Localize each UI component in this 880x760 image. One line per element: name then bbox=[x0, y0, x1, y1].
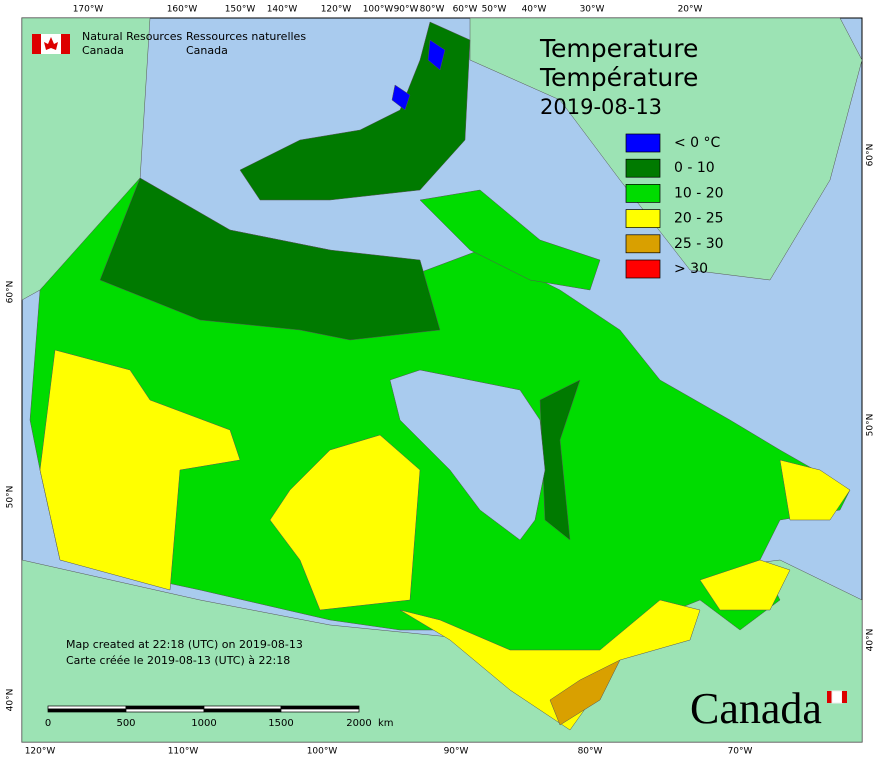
longitude-label: 80°W bbox=[578, 747, 603, 757]
scale-segment bbox=[125, 705, 205, 710]
agency-signature: Natural Resources Canada Ressources natu… bbox=[32, 30, 306, 57]
scale-label: 1500 bbox=[268, 718, 293, 729]
scale-segment bbox=[280, 708, 360, 713]
legend-swatch bbox=[625, 259, 661, 279]
legend-swatch bbox=[625, 133, 661, 153]
scale-segment bbox=[125, 708, 205, 713]
scale-segment bbox=[280, 705, 360, 710]
scale-label: 500 bbox=[116, 718, 135, 729]
longitude-label: 40°W bbox=[522, 5, 547, 15]
longitude-label: 30°W bbox=[580, 5, 605, 15]
agency-en: Natural Resources bbox=[82, 30, 183, 43]
date: 2019-08-13 bbox=[540, 95, 662, 119]
wordmark: Canada bbox=[690, 684, 847, 733]
scale-segment bbox=[47, 708, 127, 713]
scale-segment bbox=[47, 705, 127, 710]
latitude-label: 50°N bbox=[866, 414, 876, 437]
longitude-label: 50°W bbox=[482, 5, 507, 15]
legend-swatch bbox=[625, 234, 661, 254]
longitude-label: 110°W bbox=[168, 747, 199, 757]
longitude-label: 60°W bbox=[453, 5, 478, 15]
scale-segment bbox=[203, 705, 282, 710]
longitude-label: 70°W bbox=[728, 747, 753, 757]
longitude-label: 140°W bbox=[267, 5, 298, 15]
legend-swatch bbox=[625, 184, 661, 203]
longitude-label: 20°W bbox=[678, 5, 703, 15]
latitude-label: 40°N bbox=[866, 629, 876, 652]
scale-label: 1000 bbox=[191, 718, 216, 729]
longitude-label: 120°W bbox=[25, 747, 56, 757]
legend-label: > 30 bbox=[674, 261, 708, 277]
title: Temperature bbox=[539, 34, 698, 63]
note: Carte créée le 2019-08-13 (UTC) à 22:18 bbox=[66, 654, 290, 667]
agency-fr: Canada bbox=[186, 44, 228, 57]
scale-segment bbox=[203, 708, 282, 713]
longitude-label: 100°W bbox=[363, 5, 394, 15]
title: Température bbox=[539, 63, 698, 92]
longitude-label: 170°W bbox=[73, 5, 104, 15]
longitude-label: 80°W bbox=[420, 5, 445, 15]
canada-wordmark: Canada bbox=[690, 684, 822, 733]
longitude-label: 120°W bbox=[321, 5, 352, 15]
scale-label: 2000 bbox=[346, 718, 371, 729]
latitude-label: 60°N bbox=[6, 281, 16, 304]
legend: < 0 °C 0 - 10 10 - 20 20 - 25 25 - 30 > 30 bbox=[625, 133, 724, 279]
legend-label: 0 - 10 bbox=[674, 160, 715, 176]
latitude-label: 50°N bbox=[6, 486, 16, 509]
longitude-label: 90°W bbox=[394, 5, 419, 15]
longitude-label: 100°W bbox=[307, 747, 338, 757]
legend-label: 10 - 20 bbox=[674, 185, 724, 201]
legend-label: 25 - 30 bbox=[674, 236, 724, 252]
agency-en: Canada bbox=[82, 44, 124, 57]
legend-swatch bbox=[625, 158, 661, 178]
legend-label: < 0 °C bbox=[674, 135, 721, 151]
scale-label: 0 bbox=[45, 718, 51, 729]
scale-unit: km bbox=[378, 718, 394, 729]
longitude-label: 160°W bbox=[167, 5, 198, 15]
scale-bar: 0 500 1000 1500 2000 km bbox=[45, 705, 394, 729]
agency-fr: Ressources naturelles bbox=[186, 30, 306, 43]
longitude-label: 90°W bbox=[444, 747, 469, 757]
note: Map created at 22:18 (UTC) on 2019-08-13 bbox=[66, 638, 303, 651]
latitude-label: 60°N bbox=[866, 144, 876, 167]
land bbox=[21, 17, 863, 743]
legend-swatch bbox=[625, 209, 661, 228]
graticule-labels: 170°W 160°W 150°W 140°W 120°W 100°W 90°W 80°W 60… bbox=[6, 5, 876, 757]
legend-label: 20 - 25 bbox=[674, 211, 724, 227]
latitude-label: 40°N bbox=[6, 689, 16, 712]
longitude-label: 150°W bbox=[225, 5, 256, 15]
